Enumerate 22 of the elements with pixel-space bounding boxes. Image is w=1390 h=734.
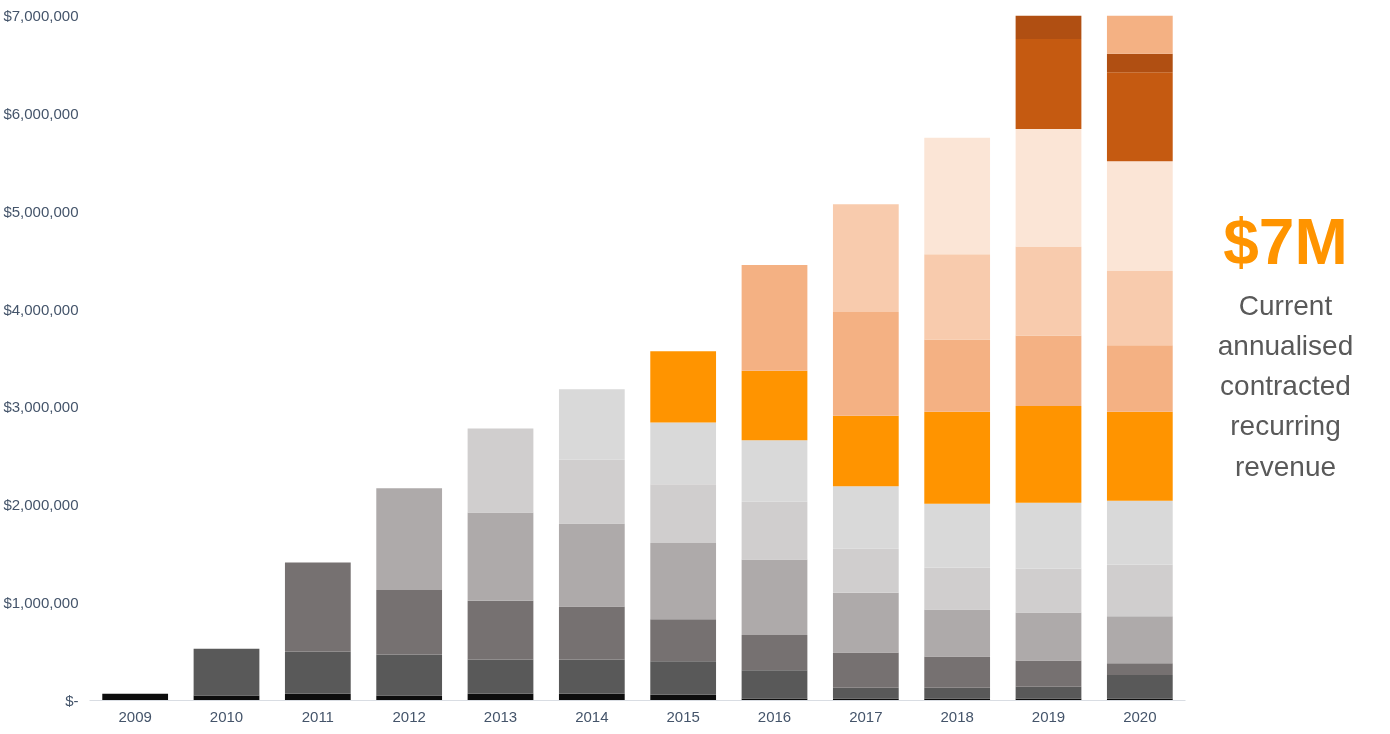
x-tick-label: 2015 <box>666 707 700 725</box>
text: Current annualised contracted recurring revenue <box>1217 289 1354 482</box>
y-tick-label: $1,000,000 <box>3 594 79 612</box>
x-tick-label: 2014 <box>575 707 609 725</box>
y-tick-label: $2,000,000 <box>3 496 79 514</box>
y-tick-label: $5,000,000 <box>3 202 79 220</box>
x-tick-label: 2016 <box>757 707 792 725</box>
x-tick-label: 2012 <box>392 707 426 725</box>
y-tick-label: $7,000,000 <box>3 7 79 24</box>
x-tick-label: 2017 <box>849 707 883 725</box>
x-tick-label: 2013 <box>483 707 518 725</box>
y-tick-label: $- <box>65 692 79 709</box>
x-tick-label: 2020 <box>1123 707 1157 725</box>
x-tick-label: 2018 <box>940 707 974 725</box>
y-tick-label: $4,000,000 <box>3 300 79 318</box>
x-tick-label: 2009 <box>118 707 152 725</box>
y-tick-label: $6,000,000 <box>3 104 79 122</box>
x-tick-label: 2019 <box>1031 707 1066 725</box>
x-tick-label: 2011 <box>301 707 334 725</box>
x-tick-label: 2010 <box>209 707 244 725</box>
text: $7M <box>1223 205 1348 278</box>
y-tick-label: $3,000,000 <box>3 398 79 416</box>
